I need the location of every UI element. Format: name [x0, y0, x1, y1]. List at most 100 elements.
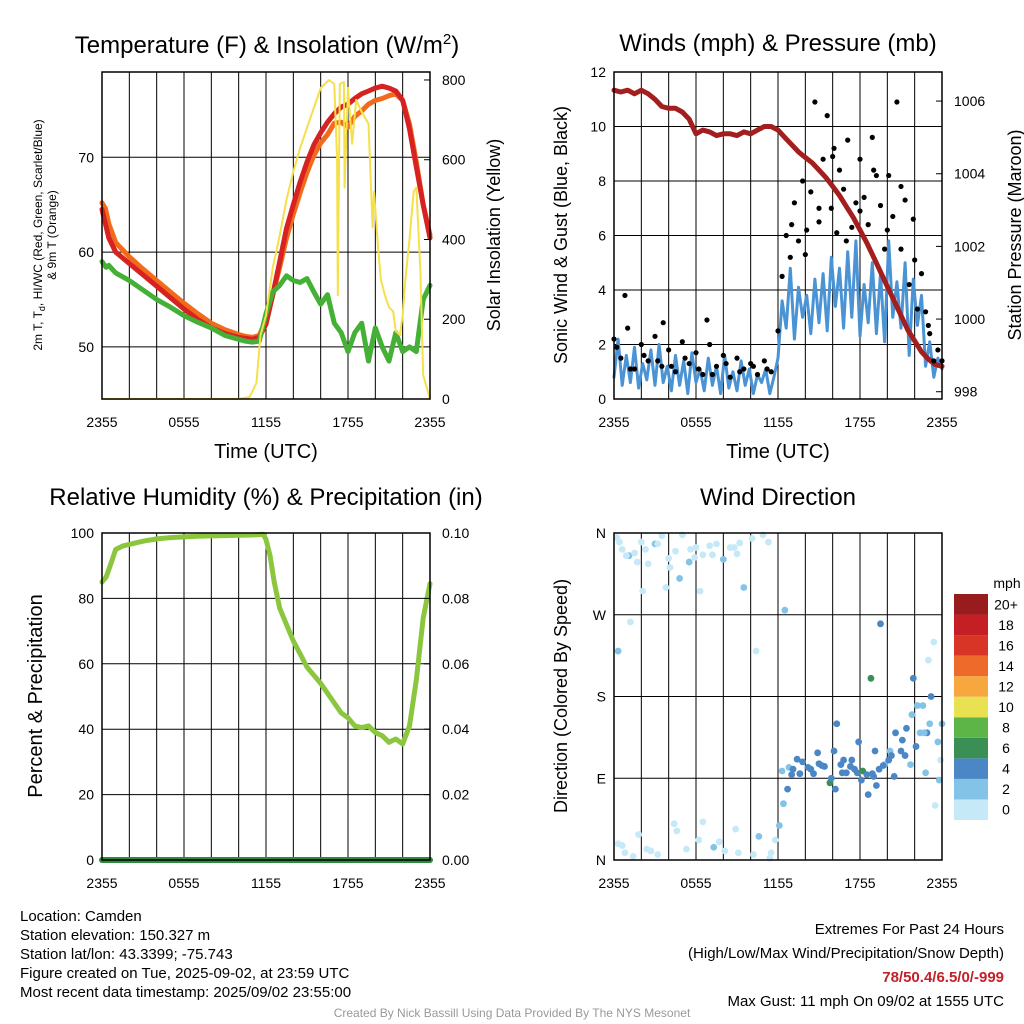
wind_gust-point — [791, 200, 798, 206]
humidity-precip-panel-y2-tick: 0.10 — [442, 525, 469, 541]
colorbar-label: 14 — [998, 658, 1014, 674]
wind-direction-point — [920, 729, 928, 737]
wind_gust-point — [853, 200, 859, 206]
wind-pressure-panel-y2-tick: 998 — [954, 384, 978, 400]
wind-direction-point — [755, 832, 763, 840]
wind-direction-point — [857, 776, 865, 784]
colorbar-swatch — [954, 717, 988, 738]
wind_gust-point — [824, 113, 830, 119]
insolation-y2-axis-label: Solar Insolation (Yellow) — [484, 139, 504, 331]
wind_gust-point — [931, 358, 937, 364]
wind-direction-point — [699, 818, 707, 826]
wind-direction-panel-x-tick: 2355 — [926, 875, 957, 891]
wind_gust-point — [783, 232, 789, 239]
wind-direction-plot-frame — [613, 532, 943, 861]
wind-direction-point — [765, 538, 772, 546]
wind-direction-point — [903, 724, 910, 732]
temperature-panel-y-tick: 50 — [78, 339, 94, 355]
wind-direction-point — [687, 545, 694, 553]
wind-direction-point — [793, 755, 801, 763]
pressure-y2-axis-label: Station Pressure (Maroon) — [1005, 129, 1024, 340]
wind-direction-point — [867, 674, 875, 682]
wind-direction-point — [796, 770, 804, 778]
humidity-precip-panel-y-tick: 100 — [71, 525, 95, 541]
wind-direction-point — [730, 544, 738, 551]
wind-direction-point — [778, 767, 786, 775]
wind-direction-point — [622, 552, 630, 560]
wind_gust-point — [754, 371, 761, 378]
humidity-precip-panel-y2-tick: 0.06 — [442, 656, 469, 672]
wind_gust-point — [700, 371, 706, 378]
wind_gust-point — [761, 358, 767, 364]
humidity-panel-title: Relative Humidity (%) & Precipitation (i… — [49, 484, 482, 511]
wind-direction-point — [719, 555, 727, 563]
wind-direction-point — [637, 538, 645, 546]
wind_gust-point — [898, 183, 904, 190]
wind_gust-point — [655, 358, 661, 364]
wind_gust-point — [836, 167, 843, 173]
wind_gust-point — [627, 366, 634, 372]
station-location: Location: Camden — [20, 908, 142, 925]
wind_gust-point — [912, 257, 918, 263]
wind-direction-point — [807, 765, 815, 773]
wind_gust-point — [843, 238, 849, 244]
wind-pressure-panel-x-tick: 0555 — [680, 414, 711, 430]
wind_gust-point — [704, 317, 710, 323]
humidity-precip-panel-x-tick: 1755 — [332, 875, 363, 891]
wind-direction-point — [736, 539, 744, 547]
wind-direction-point — [710, 843, 718, 851]
wind-direction-point — [898, 736, 906, 744]
wind_gust-point — [894, 99, 900, 105]
colorbar-swatch — [954, 799, 988, 820]
wind_gust-point — [910, 216, 916, 222]
wind-pressure-panel-title: Winds (mph) & Pressure (mb) — [619, 30, 936, 57]
wind-direction-point — [618, 842, 626, 849]
wind_gust-point — [884, 227, 890, 233]
wind_gust-point — [898, 246, 904, 252]
wind_gust-point — [641, 352, 647, 358]
colorbar-swatch — [954, 614, 988, 636]
figure-created: Figure created on Tue, 2025-09-02, at 23… — [20, 965, 350, 982]
wind_gust-point — [902, 197, 908, 203]
wind-direction-panel-y-tick: E — [597, 770, 606, 786]
wind-direction-point — [654, 540, 662, 548]
colorbar-swatch — [954, 778, 988, 800]
wind_gust-point — [923, 309, 929, 315]
wind-direction-point — [618, 545, 626, 553]
temperature-panel-x-tick: 1155 — [251, 414, 281, 430]
wind-direction-point — [715, 838, 723, 846]
wind-direction-panel-x-tick: 0555 — [680, 875, 711, 891]
max-gust: Max Gust: 11 mph On 09/02 at 1555 UTC — [727, 993, 1004, 1010]
colorbar-swatch — [954, 635, 988, 656]
wind-direction-point — [901, 752, 909, 759]
wind-direction-point — [644, 560, 652, 568]
wind-direction-panel-y-tick: S — [597, 689, 606, 705]
wind_gust-point — [723, 360, 729, 367]
wind-direction-point — [830, 747, 838, 755]
wind-direction-point — [683, 845, 690, 853]
humidity-precip-panel-y-tick: 20 — [78, 787, 94, 803]
wind-pressure-panel-x-tick: 1755 — [844, 414, 875, 430]
wind-direction-point — [781, 606, 789, 614]
wind_gust-point — [816, 205, 822, 211]
wind_gust-point — [935, 347, 941, 353]
humidity-precip-panel-x-tick: 1155 — [251, 875, 281, 891]
temperature-y-axis-label: 2m T, Td, HI/WC (Red, Green, Scarlet/Blu… — [31, 119, 47, 350]
wind_gust-point — [886, 172, 892, 179]
wind-direction-point — [864, 791, 872, 798]
dewpoint-line — [99, 259, 433, 364]
wind_gust-point — [668, 363, 675, 369]
wind-direction-point — [633, 558, 641, 566]
pressure-line — [611, 87, 945, 369]
wind_gust-point — [857, 156, 863, 162]
wind-pressure-panel-y2-tick: 1000 — [954, 311, 985, 327]
wind-pressure-panel-y-tick: 6 — [598, 228, 606, 244]
wind-pressure-panel-y-tick: 0 — [598, 391, 606, 407]
wind-direction-point — [919, 702, 927, 709]
wind-direction-point — [709, 551, 716, 559]
humidity-precip-panel-x-tick: 2355 — [86, 875, 117, 891]
wind-direction-point — [642, 545, 649, 553]
wind-direction-point — [639, 587, 647, 595]
wind_gust-point — [857, 208, 863, 214]
wind_gust-point — [764, 366, 770, 372]
